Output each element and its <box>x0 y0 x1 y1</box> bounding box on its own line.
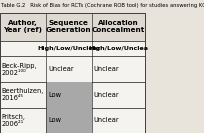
Bar <box>0 107 145 133</box>
Text: Beerthuizen,
2016⁴⁵: Beerthuizen, 2016⁴⁵ <box>1 88 44 101</box>
Bar <box>0 41 145 57</box>
Bar <box>46 107 92 133</box>
Text: Low: Low <box>48 117 61 123</box>
Text: High/Low/Unclear: High/Low/Unclear <box>37 46 100 51</box>
Text: Fritsch,
2006²¹: Fritsch, 2006²¹ <box>1 114 25 127</box>
Text: Author,
Year (ref): Author, Year (ref) <box>3 20 42 33</box>
Bar <box>0 82 145 107</box>
Text: Unclear: Unclear <box>48 66 74 72</box>
Text: Low: Low <box>48 92 61 98</box>
Bar <box>46 82 92 107</box>
Text: Unclear: Unclear <box>94 66 119 72</box>
Text: High/Low/Unclea: High/Low/Unclea <box>88 46 148 51</box>
Text: Allocation
Concealment: Allocation Concealment <box>92 20 145 33</box>
Bar <box>0 13 145 41</box>
Text: Unclear: Unclear <box>94 92 119 98</box>
Text: Beck-Ripp,
2002¹⁰⁰: Beck-Ripp, 2002¹⁰⁰ <box>1 63 37 76</box>
Bar <box>0 57 145 82</box>
Text: Unclear: Unclear <box>94 117 119 123</box>
Text: Table G.2   Risk of Bias for RCTs (Cochrane ROB tool) for studies answering KQ 1: Table G.2 Risk of Bias for RCTs (Cochran… <box>1 3 204 8</box>
Text: Sequence
Generation: Sequence Generation <box>46 20 91 33</box>
